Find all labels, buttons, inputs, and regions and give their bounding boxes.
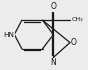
Text: O: O [50,2,56,11]
Text: N: N [51,58,56,67]
Text: HN: HN [3,32,14,38]
Text: CH₃: CH₃ [72,17,83,21]
Text: O: O [71,38,77,47]
